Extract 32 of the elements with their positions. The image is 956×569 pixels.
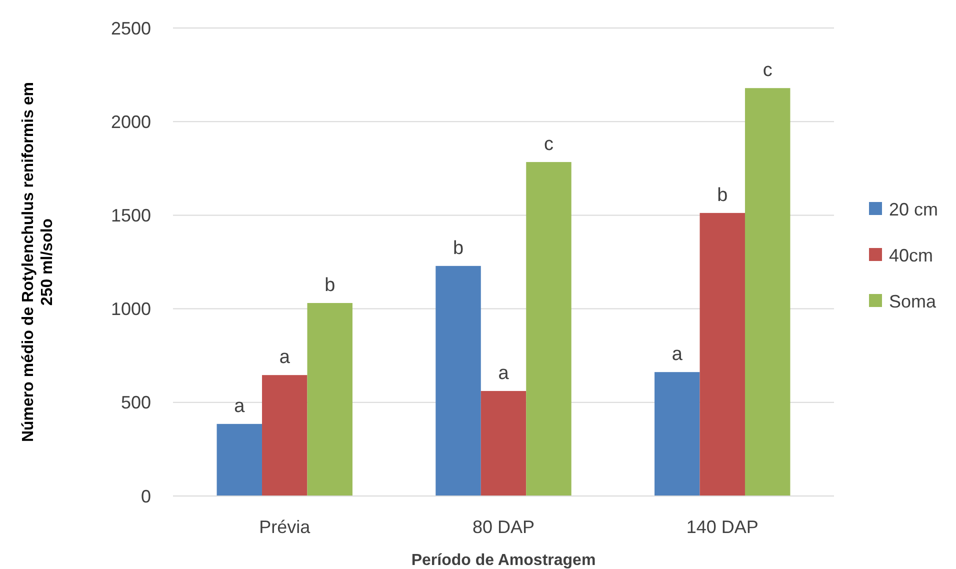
bar [436,266,481,496]
y-tick-label: 2000 [110,112,151,132]
x-tick-label: Prévia [259,517,312,537]
data-label: b [717,184,728,206]
bar [480,390,526,496]
data-label: c [762,60,772,82]
data-label: a [498,362,510,384]
y-tick-label: 1500 [110,206,151,226]
legend-label: Soma [889,291,938,312]
bar [262,375,308,496]
legend-label: 20 cm [889,199,938,220]
data-label: a [234,396,246,417]
bar [744,88,790,496]
bar [654,372,700,496]
y-tick-label: 0 [140,486,151,506]
legend-label: 40cm [889,245,934,266]
data-label: b [452,238,464,259]
data-label: b [324,274,336,296]
y-tick-label: 1000 [110,299,151,320]
bar [526,162,572,496]
x-axis-title: Período de Amostragem [411,552,596,569]
y-tick-label: 2500 [110,18,151,38]
bar [700,212,745,496]
data-label: a [279,347,290,368]
bar [216,424,262,496]
bar [307,302,352,496]
x-tick-label: 80 DAP [472,517,535,537]
data-label: a [672,344,683,366]
data-label: c [544,134,554,156]
y-tick-label: 500 [120,392,151,413]
x-tick-label: 140 DAP [686,517,758,537]
y-axis-title: Número médio de Rotylenchulus reniformis em 250 ml/solo [20,82,56,442]
